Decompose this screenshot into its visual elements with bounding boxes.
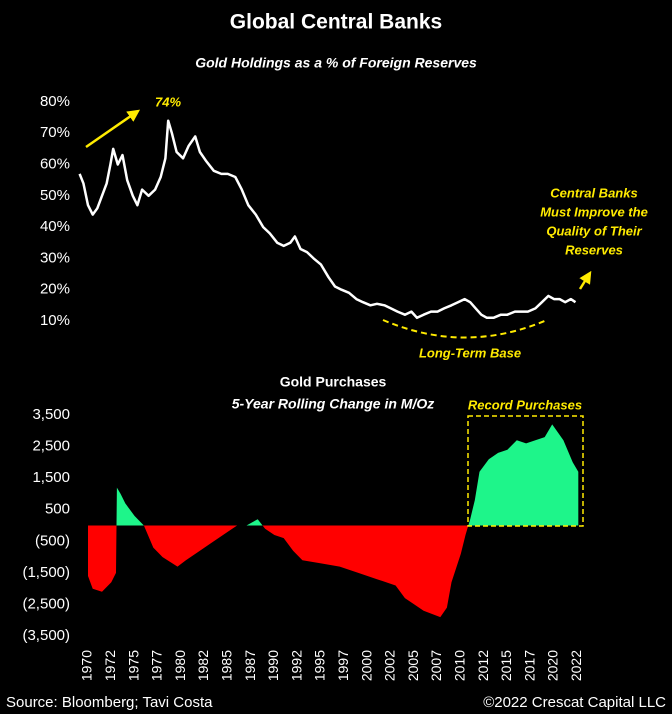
note: Central Banks	[550, 185, 637, 200]
x-tick-label: 1970	[79, 650, 95, 681]
y-tick-label: 30%	[40, 249, 70, 266]
annotation: 74%	[155, 94, 181, 109]
x-tick-label: 1977	[149, 650, 165, 681]
y-tick-label: 500	[45, 501, 70, 518]
y-tick-label: (500)	[35, 532, 70, 549]
credit: ©2022 Crescat Capital LLC	[483, 694, 666, 711]
x-tick-label: 2017	[521, 650, 537, 681]
x-tick-label: 2002	[382, 650, 398, 681]
annotation: Record Purchases	[468, 397, 582, 412]
y-tick-label: 80%	[40, 93, 70, 110]
x-tick-label: 1975	[125, 650, 141, 681]
note: Reserves	[565, 242, 623, 257]
subtitle: Gold Purchases	[280, 374, 387, 390]
line	[78, 119, 577, 320]
y-tick-label: 3,500	[32, 406, 70, 423]
x-tick-label: 1985	[219, 650, 235, 681]
x-tick-label: 1992	[288, 650, 304, 681]
x-tick-label: 1990	[265, 650, 281, 681]
x-tick-label: 1972	[102, 650, 118, 681]
note: Must Improve the	[540, 204, 648, 219]
x-tick-label: 2015	[498, 650, 514, 681]
x-tick-label: 2012	[475, 650, 491, 681]
y-tick-label: (2,500)	[22, 595, 70, 612]
annotation: Long-Term Base	[419, 345, 521, 360]
y-tick-label: (1,500)	[22, 564, 70, 581]
base-arc	[382, 319, 548, 339]
x-tick-label: 2022	[568, 650, 584, 681]
subtitle: 5-Year Rolling Change in M/Oz	[232, 396, 435, 412]
y-tick-label: (3,500)	[22, 627, 70, 644]
title: Global Central Banks	[230, 11, 442, 34]
source: Source: Bloomberg; Tavi Costa	[6, 694, 213, 711]
x-tick-label: 2020	[545, 650, 561, 681]
y-tick-label: 1,500	[32, 469, 70, 486]
arrow	[85, 109, 141, 149]
x-tick-label: 2007	[428, 650, 444, 681]
x-tick-label: 1982	[195, 650, 211, 681]
y-tick-label: 60%	[40, 155, 70, 172]
x-tick-label: 1995	[312, 650, 328, 681]
x-tick-label: 2005	[405, 650, 421, 681]
y-tick-label: 40%	[40, 218, 70, 235]
y-tick-label: 70%	[40, 124, 70, 141]
y-tick-label: 50%	[40, 187, 70, 204]
y-tick-label: 2,500	[32, 438, 70, 455]
x-tick-label: 1997	[335, 650, 351, 681]
x-tick-label: 1987	[242, 650, 258, 681]
x-tick-label: 2000	[358, 650, 374, 681]
y-tick-label: 10%	[40, 312, 70, 329]
y-tick-label: 20%	[40, 281, 70, 298]
x-tick-label: 2010	[452, 650, 468, 681]
x-tick-label: 1980	[172, 650, 188, 681]
subtitle: Gold Holdings as a % of Foreign Reserves	[195, 55, 477, 71]
arrow	[578, 270, 592, 290]
area	[88, 424, 579, 618]
note: Quality of Their	[546, 223, 642, 238]
highlight-box	[467, 415, 584, 527]
